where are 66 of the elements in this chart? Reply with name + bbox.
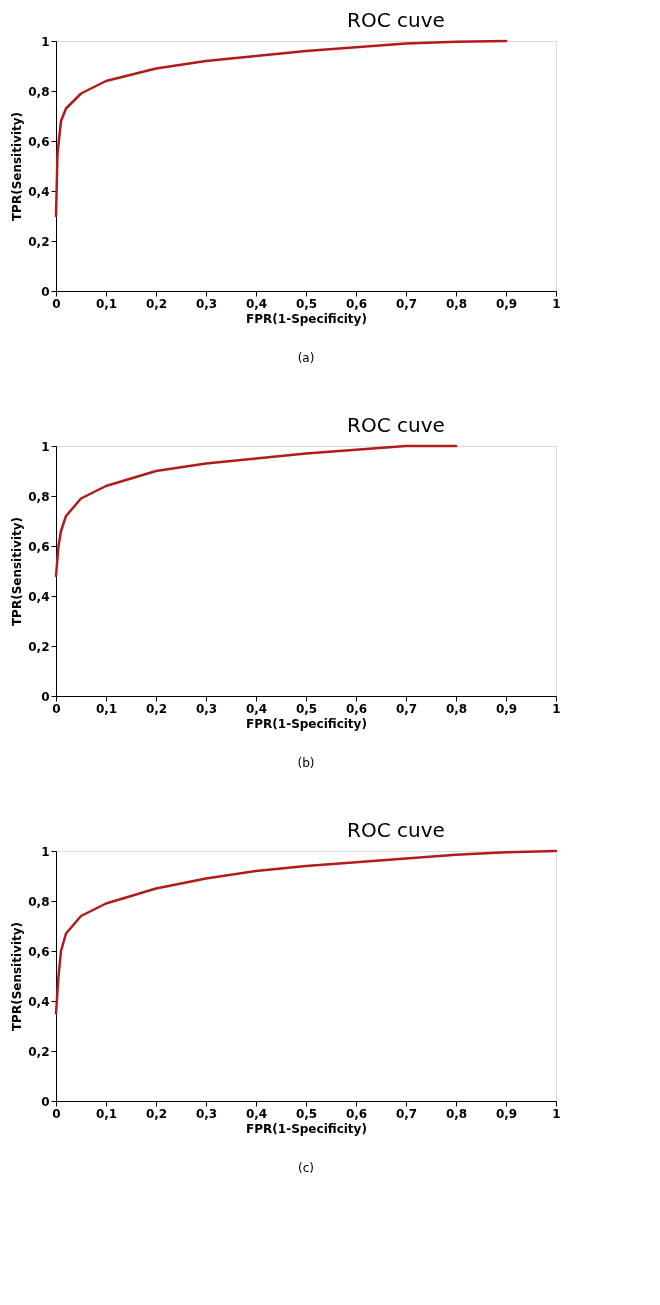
chart-title: ROC cuve <box>347 818 445 842</box>
y-tick-label: 0,4 <box>28 994 50 1009</box>
text: (b) <box>297 756 315 770</box>
line-series <box>54 444 458 578</box>
y-tick-label: 1 <box>41 844 50 859</box>
y-tick-label: 0,4 <box>28 184 50 199</box>
x-tick-label: 0,5 <box>295 701 318 716</box>
x-tick-label: 0,8 <box>445 296 468 311</box>
x-tick-label: 0,5 <box>295 296 318 311</box>
x-axis-title: FPR(1-Specificity) <box>246 716 367 731</box>
x-tick-label: 0,9 <box>495 296 518 311</box>
x-tick-label: 0 <box>52 701 61 716</box>
x-tick-label: 0,2 <box>145 296 168 311</box>
x-tick-label: 0 <box>52 296 61 311</box>
y-tick-label: 0 <box>41 689 50 704</box>
y-tick-label: 0,6 <box>28 539 50 554</box>
y-axis-title: TPR(Sensitivity) <box>10 516 25 627</box>
x-tick-label: 0,4 <box>245 701 268 716</box>
x-tick-label: 0,6 <box>345 296 368 311</box>
x-tick-label: 0,7 <box>395 1106 418 1121</box>
x-tick-label: 0,1 <box>95 296 118 311</box>
x-tick-label: 0,1 <box>95 701 118 716</box>
chart-title: ROC cuve <box>347 413 445 437</box>
y-tick-label: 1 <box>41 34 50 49</box>
x-tick-label: 0,6 <box>345 1106 368 1121</box>
chart-title: ROC cuve <box>347 8 445 32</box>
x-axis-title: FPR(1-Specificity) <box>246 1121 367 1136</box>
y-tick-label: 0,8 <box>28 489 50 504</box>
line-series <box>54 39 508 218</box>
x-tick-label: 0,4 <box>245 1106 268 1121</box>
x-tick-label: 0,8 <box>445 1106 468 1121</box>
y-tick-label: 0,2 <box>28 234 50 249</box>
text: (a) <box>297 351 315 365</box>
x-tick-label: 0,4 <box>245 296 268 311</box>
x-tick-label: 0,3 <box>195 701 218 716</box>
x-tick-label: 0,7 <box>395 701 418 716</box>
x-tick-label: 0,7 <box>395 296 418 311</box>
x-tick-label: 1 <box>552 701 561 716</box>
y-tick-label: 0,4 <box>28 589 50 604</box>
y-tick-label: 0,8 <box>28 84 50 99</box>
x-tick-label: 0 <box>52 1106 61 1121</box>
line-series <box>54 849 558 1015</box>
x-tick-label: 0,2 <box>145 701 168 716</box>
y-tick-label: 0,2 <box>28 1044 50 1059</box>
x-tick-label: 1 <box>552 296 561 311</box>
x-tick-label: 0,1 <box>95 1106 118 1121</box>
x-tick-label: 0,3 <box>195 1106 218 1121</box>
x-tick-label: 0,3 <box>195 296 218 311</box>
x-axis-title: FPR(1-Specificity) <box>246 311 367 326</box>
y-tick-label: 1 <box>41 439 50 454</box>
x-tick-label: 0,6 <box>345 701 368 716</box>
text: (c) <box>298 1161 314 1175</box>
y-tick-label: 0,6 <box>28 944 50 959</box>
y-tick-label: 0,6 <box>28 134 50 149</box>
y-tick-label: 0 <box>41 284 50 299</box>
y-tick-label: 0,8 <box>28 894 50 909</box>
y-axis-title: TPR(Sensitivity) <box>10 111 25 222</box>
x-tick-label: 0,2 <box>145 1106 168 1121</box>
y-tick-label: 0 <box>41 1094 50 1109</box>
y-tick-label: 0,2 <box>28 639 50 654</box>
x-tick-label: 0,9 <box>495 1106 518 1121</box>
x-tick-label: 1 <box>552 1106 561 1121</box>
y-axis-title: TPR(Sensitivity) <box>10 921 25 1032</box>
x-tick-label: 0,8 <box>445 701 468 716</box>
x-tick-label: 0,5 <box>295 1106 318 1121</box>
x-tick-label: 0,9 <box>495 701 518 716</box>
